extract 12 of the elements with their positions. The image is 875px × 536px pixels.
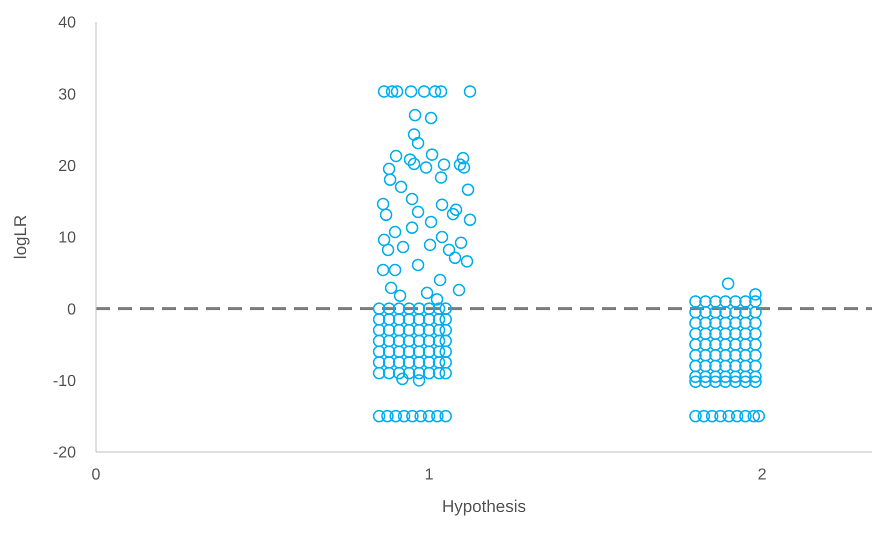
- y-tick-label: -10: [52, 373, 76, 390]
- x-tick-label: 1: [424, 466, 434, 484]
- y-tick-label: 10: [58, 230, 76, 247]
- y-tick-label: 40: [58, 14, 76, 32]
- x-tick-label: 2: [758, 466, 767, 484]
- y-tick-label: 30: [58, 86, 76, 104]
- y-tick-label: -20: [52, 444, 76, 462]
- y-axis-title: logLR: [11, 214, 30, 260]
- y-tick-label: 20: [58, 158, 76, 176]
- x-axis-title: Hypothesis: [442, 497, 526, 516]
- x-tick-label: 0: [92, 466, 101, 484]
- y-tick-label: 0: [67, 301, 76, 318]
